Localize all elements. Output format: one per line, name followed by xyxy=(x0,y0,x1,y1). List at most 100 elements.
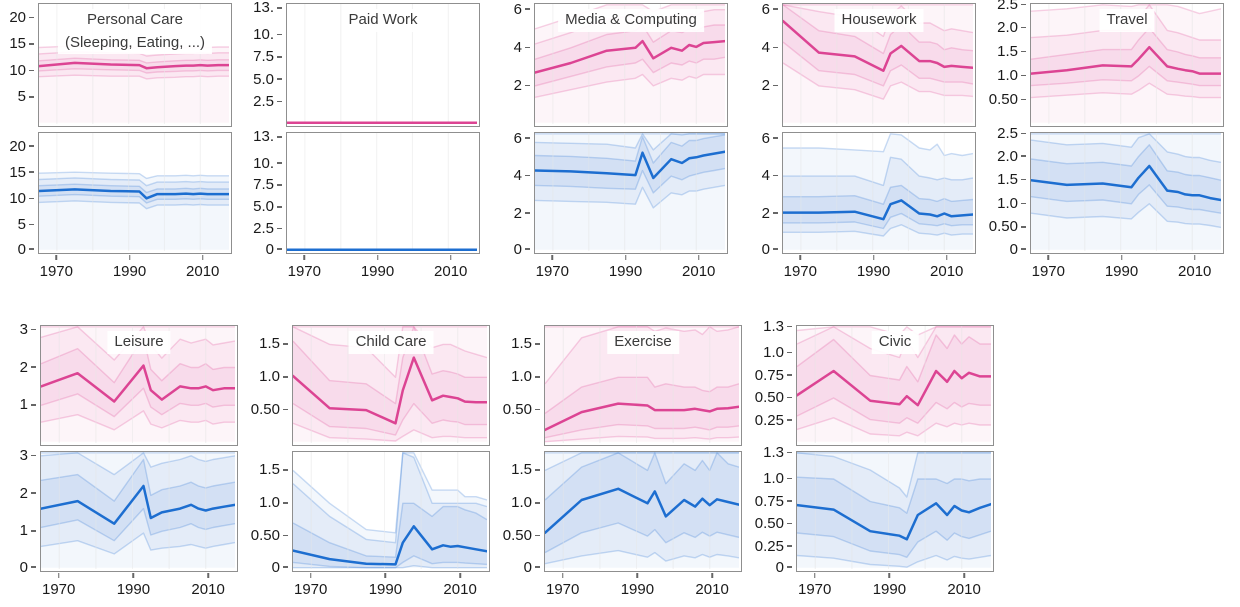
y-tick-label: 2 xyxy=(513,204,522,222)
y-tick-mark xyxy=(31,328,36,331)
y-tick-label: 1.5 xyxy=(997,171,1018,189)
y-tick-label: 5 xyxy=(17,215,26,233)
axis-corner xyxy=(758,577,792,599)
y-tick-label: 0.50 xyxy=(502,401,532,419)
y-tick-mark xyxy=(525,46,530,49)
y-tick-1.0: 1.0 xyxy=(511,368,540,385)
y-tick-mark xyxy=(277,33,282,36)
y-tick-mark xyxy=(525,248,530,250)
chart-title: Personal Care (Sleeping, Eating, ...) xyxy=(57,9,213,54)
chart-exercise: 0.50 1.0 1.5 Exercise 0 0.50 1.0 1.5 1970 1990… xyxy=(502,325,758,599)
y-tick-1.5: 1.5 xyxy=(997,171,1026,188)
y-tick-label: 15 xyxy=(9,163,26,181)
y-axis-labels-blue: 0 0.25 0.50 0.75 1.0 1.3 xyxy=(754,444,792,576)
y-tick-label: 0.50 xyxy=(988,218,1018,236)
y-tick-0.75: 0.75 xyxy=(755,367,792,384)
y-tick-mark xyxy=(31,366,36,368)
y-tick-mark xyxy=(29,43,34,45)
y-tick-mark xyxy=(773,248,778,250)
x-tick-label-2010: 2010 xyxy=(191,581,225,598)
axis-corner xyxy=(248,259,282,281)
chart-title: Leisure xyxy=(107,331,171,354)
y-tick-mark xyxy=(787,419,792,421)
x-axis-labels: 1970 1990 2010 xyxy=(286,255,480,281)
y-tick-0: 0 xyxy=(18,241,34,258)
blue-panel xyxy=(544,451,742,572)
chart-civic: 0.25 0.50 0.75 1.0 1.3 Civic 0 0.25 0.50 0.75 1.… xyxy=(754,318,1010,599)
y-axis-labels-pink: 2 4 6 xyxy=(744,1,778,127)
blue-panel xyxy=(40,451,238,572)
y-axis-labels-blue: 0 0.50 1.0 1.5 xyxy=(503,451,540,576)
y-tick-0: 0 xyxy=(1010,241,1026,258)
x-tick-label-1970: 1970 xyxy=(797,581,832,598)
y-tick-2: 2 xyxy=(762,77,778,94)
x-tick-mark xyxy=(132,573,135,578)
y-tick-label: 13. xyxy=(253,128,274,146)
y-tick-mark xyxy=(283,502,288,504)
y-tick-label: 2 xyxy=(513,76,522,94)
x-tick-label-2010: 2010 xyxy=(682,263,716,280)
y-tick-4: 4 xyxy=(762,39,778,56)
y-tick-0: 0 xyxy=(272,559,288,576)
chart-housework: 2 4 6 Housework 0 2 4 6 1970 1990 2010 xyxy=(744,1,992,281)
y-tick-label: 2.5 xyxy=(997,124,1018,142)
y-tick-1.5: 1.5 xyxy=(511,461,540,478)
y-tick-mark xyxy=(29,16,34,19)
y-tick-mark xyxy=(535,469,540,471)
y-tick-label: 0.50 xyxy=(754,515,784,532)
y-tick-0.25: 0.25 xyxy=(755,412,792,429)
y-tick-label: 2.5 xyxy=(253,92,274,110)
axis-corner xyxy=(254,577,288,599)
y-tick-mark xyxy=(283,408,288,411)
y-tick-label: 0 xyxy=(761,240,770,258)
y-tick-mark xyxy=(29,223,34,226)
y-tick-label: 7.5 xyxy=(253,176,274,194)
y-tick-mark xyxy=(773,84,778,87)
y-tick-label: 10. xyxy=(253,154,274,172)
chart-title-text: Exercise xyxy=(614,333,672,350)
y-tick-label: 7.5 xyxy=(253,48,274,66)
y-tick-0.50: 0.50 xyxy=(251,527,288,544)
y-tick-label: 2.0 xyxy=(997,19,1018,36)
y-tick-2: 2 xyxy=(20,485,36,502)
x-tick-mark xyxy=(963,573,965,578)
y-tick-label: 15 xyxy=(9,35,26,53)
pink-panel: Media & Computing xyxy=(534,3,728,127)
y-tick-mark xyxy=(31,530,36,532)
y-tick-20: 20 xyxy=(9,138,34,155)
x-tick-label-1970: 1970 xyxy=(1031,263,1065,280)
y-tick-mark xyxy=(1021,132,1026,135)
y-tick-2.5: 2.5 xyxy=(253,93,282,110)
chart-child-care: 0.50 1.0 1.5 Child Care 0 0.50 1.0 1.5 1970 19… xyxy=(251,325,506,599)
y-tick-0: 0 xyxy=(514,241,530,258)
x-tick-label-1970: 1970 xyxy=(535,263,569,280)
y-tick-2: 2 xyxy=(514,205,530,222)
y-tick-mark xyxy=(29,145,34,147)
y-tick-mark xyxy=(283,343,288,345)
pink-panel-svg xyxy=(41,326,235,443)
x-tick-label-1970: 1970 xyxy=(41,581,76,598)
pink-panel-svg xyxy=(797,326,991,443)
y-tick-mark xyxy=(535,376,540,378)
y-tick-2.0: 2.0 xyxy=(997,19,1026,36)
chart-title: Media & Computing xyxy=(558,9,704,32)
pink-panel: Exercise xyxy=(544,325,742,446)
y-tick-label: 1 xyxy=(19,522,28,540)
y-tick-label: 2 xyxy=(19,484,28,502)
y-tick-mark xyxy=(1021,226,1026,228)
blue-panel-svg xyxy=(39,133,229,251)
x-tick-label-1970: 1970 xyxy=(783,263,817,280)
y-axis-labels-pink: 0.25 0.50 0.75 1.0 1.3 xyxy=(754,318,792,446)
y-tick-2.5: 2.5 xyxy=(253,220,282,237)
x-axis-labels: 1970 1990 2010 xyxy=(1030,255,1224,281)
y-tick-mark xyxy=(525,137,530,139)
chart-travel: 0.50 1.0 1.5 2.0 2.5 Travel 0 0.50 1.0 1.5 2.0 2.… xyxy=(988,0,1240,281)
blue-panel-svg xyxy=(293,452,487,569)
y-tick-10: 10 xyxy=(9,62,34,79)
y-tick-label: 0.50 xyxy=(754,389,784,406)
x-tick-label-1990: 1990 xyxy=(360,263,395,280)
y-tick-label: 0.50 xyxy=(250,527,280,545)
y-tick-5.0: 5.0 xyxy=(253,198,282,215)
blue-panel-svg xyxy=(797,452,991,569)
y-tick-1.5: 1.5 xyxy=(997,43,1026,60)
